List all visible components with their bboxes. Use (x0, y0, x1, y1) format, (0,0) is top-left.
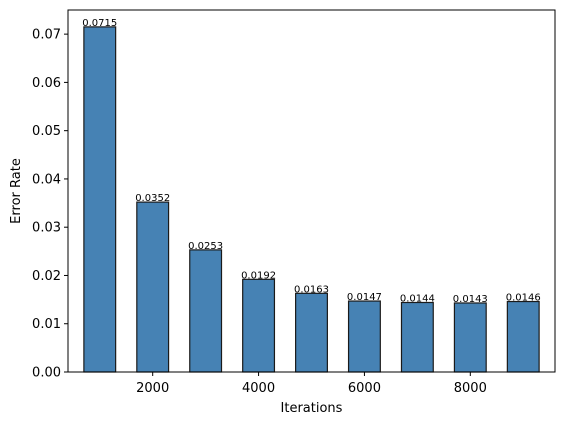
bar-value-label: 0.0715 (82, 18, 117, 29)
bar-value-label: 0.0144 (400, 293, 435, 304)
plot-frame (67, 9, 556, 373)
bar (347, 300, 381, 373)
y-tick-label: 0.06 (32, 76, 61, 91)
x-tick-label: 8000 (454, 381, 487, 396)
bar-value-label: 0.0147 (347, 292, 382, 303)
y-tick-label: 0.07 (32, 28, 61, 43)
bar-value-label: 0.0143 (453, 294, 488, 305)
x-tick-label: 6000 (348, 381, 381, 396)
x-axis-ticks: 2000 4000 6000 8000 (136, 372, 487, 396)
bar-value-label: 0.0192 (241, 270, 276, 281)
bar (189, 249, 223, 373)
y-tick-label: 0.03 (32, 221, 61, 236)
y-tick-label: 0.04 (32, 172, 61, 187)
y-tick-label: 0.00 (32, 366, 61, 381)
x-tick-label: 4000 (242, 381, 275, 396)
bar (136, 201, 170, 373)
bar (295, 292, 328, 373)
bar (506, 300, 540, 373)
bar (242, 278, 276, 373)
y-tick-label: 0.02 (32, 269, 61, 284)
y-tick-label: 0.01 (32, 317, 61, 332)
bars-group (83, 26, 540, 373)
bar-value-label: 0.0146 (506, 293, 541, 304)
x-tick-label: 2000 (136, 381, 169, 396)
bar (453, 302, 487, 373)
y-axis-ticks: 0.00 0.01 0.02 0.03 0.04 0.05 0.06 0.07 (32, 28, 68, 381)
bar (83, 26, 117, 373)
y-tick-label: 0.05 (32, 124, 61, 139)
bar (400, 301, 434, 373)
x-axis-label: Iterations (281, 401, 343, 416)
bar-value-label: 0.0253 (188, 241, 223, 252)
data-labels-group: 0.0715 0.0352 0.0253 0.0192 0.0163 0.0147 0.01… (82, 18, 540, 305)
y-axis-label: Error Rate (9, 158, 24, 224)
bar-value-label: 0.0352 (135, 193, 170, 204)
bar-value-label: 0.0163 (294, 284, 329, 295)
